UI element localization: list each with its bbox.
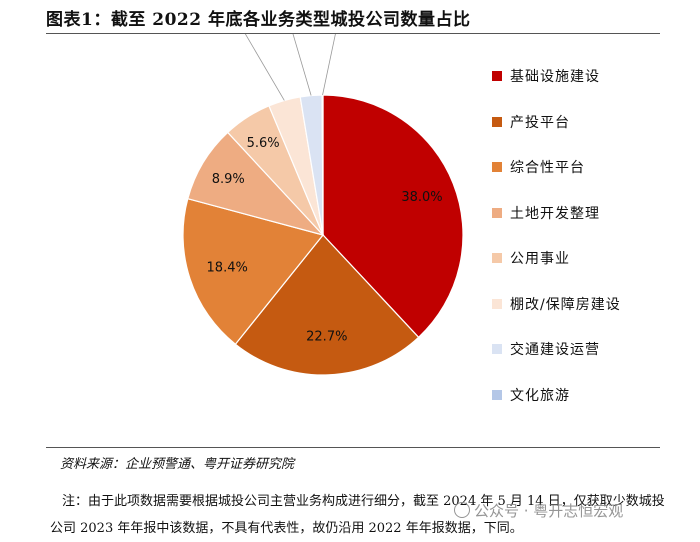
legend-label: 基础设施建设 [510,69,600,85]
pie-chart: 38.0%22.7%18.4%8.9%5.6%3.7%2.5%0.1% [182,34,464,376]
legend-swatch [492,344,502,354]
legend-swatch [492,162,502,172]
legend-item: 综合性平台 [492,157,621,203]
legend-item: 土地开发整理 [492,203,621,249]
pie-data-label: 18.4% [207,260,248,275]
pie-data-label: 22.7% [306,330,347,345]
legend-item: 棚改/保障房建设 [492,294,621,340]
pie-leader-lines [244,34,336,101]
pie-slice [234,234,420,376]
legend-swatch [492,116,502,127]
pie-slice [182,197,325,346]
top-rule [46,33,660,34]
figure-title: 图表1：截至 2022 年底各业务类型城投公司数量占比 [46,10,471,30]
legend-item: 公用事业 [492,248,621,294]
leader-line [292,34,312,96]
legend-swatch [492,389,502,400]
legend-label: 棚改/保障房建设 [510,296,621,313]
footnote: 注：由于此项数据需要根据城投公司主营业务构成进行细分，截至 2024 年 5 月… [50,494,665,536]
legend-swatch [492,253,502,263]
legend-label: 综合性平台 [510,160,585,176]
pie-slice [321,94,324,236]
legend-swatch [492,298,502,309]
bottom-rule [46,447,660,448]
legend-item: 交通建设运营 [492,339,621,385]
legend-label: 交通建设运营 [510,342,600,358]
legend-item: 基础设施建设 [492,66,621,112]
chart-legend: 基础设施建设 产投平台综合性平台土地开发整理 公用事业棚改/保障房建设 交通建设运营文… [492,66,621,430]
pie-data-labels: 38.0%22.7%18.4%8.9%5.6%3.7%2.5%0.1% [207,136,443,345]
legend-item: 文化旅游 [492,385,621,431]
legend-swatch [492,207,502,218]
pie-data-label: 8.9% [212,172,245,187]
leader-line [244,34,285,101]
leader-line [322,34,336,96]
legend-label: 土地开发整理 [510,205,600,222]
watermark: 公众号 · 粤开志恒宏观 [454,500,623,521]
legend-swatch [492,71,502,81]
pie-data-label: 38.0% [401,190,442,205]
legend-label: 文化旅游 [510,387,570,404]
legend-label: 公用事业 [510,251,570,267]
wechat-icon [454,502,470,518]
legend-label: 产投平台 [510,114,570,131]
watermark-text: 公众号 · 粤开志恒宏观 [474,502,624,520]
pie-data-label: 5.6% [247,136,280,151]
legend-item: 产投平台 [492,112,621,158]
source-note: 资料来源：企业预警通、粤开证券研究院 [60,457,295,472]
pie-slice [322,94,464,339]
